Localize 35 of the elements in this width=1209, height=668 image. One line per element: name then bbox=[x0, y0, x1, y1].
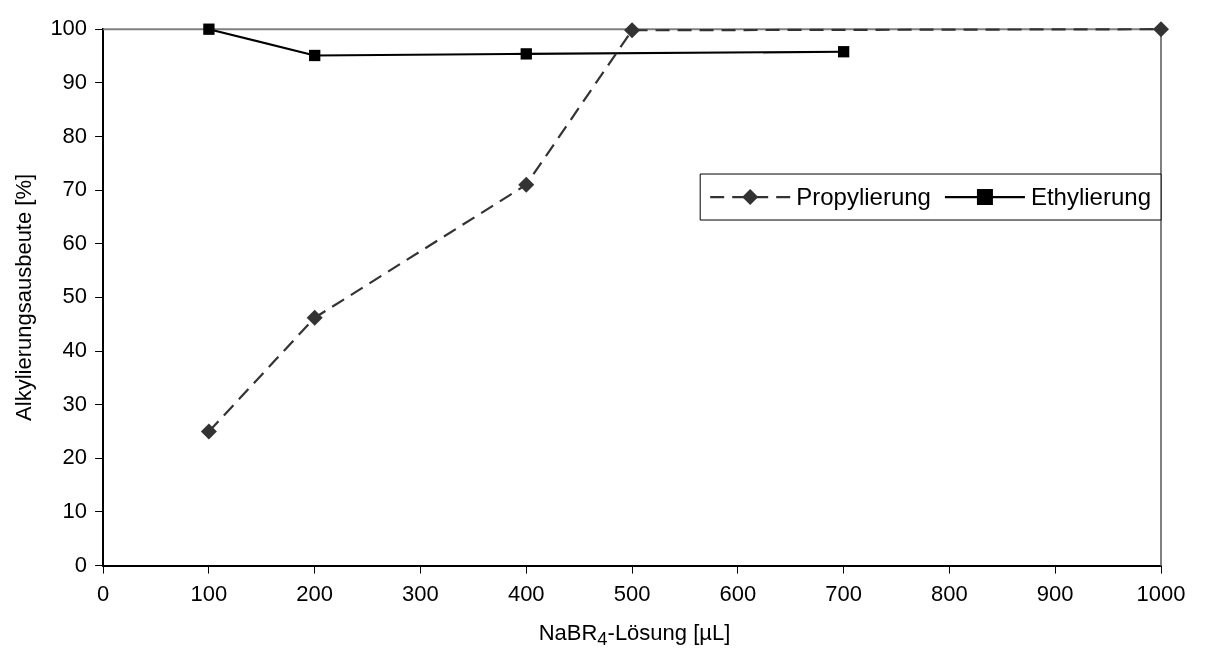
x-tick-label: 100 bbox=[190, 580, 228, 606]
y-axis-title: Alkylierungsausbeute [%] bbox=[11, 173, 37, 421]
x-tick-label: 900 bbox=[1036, 580, 1074, 606]
x-tick-label: 0 bbox=[96, 580, 110, 606]
point bbox=[518, 176, 535, 193]
y-tick-label: 60 bbox=[62, 229, 88, 255]
y-tick-label: 90 bbox=[62, 68, 88, 94]
point bbox=[306, 309, 323, 326]
point bbox=[309, 49, 321, 62]
y-tick-label: 50 bbox=[62, 283, 88, 309]
x-tick-label: 700 bbox=[825, 580, 862, 606]
legend-label: Propylierung bbox=[796, 182, 931, 210]
x-tick-label: 600 bbox=[719, 580, 757, 606]
x-tick-label: 300 bbox=[402, 580, 439, 606]
x-tick-label: 400 bbox=[507, 580, 545, 606]
y-tick-label: 10 bbox=[62, 498, 88, 524]
y-tick-label: 100 bbox=[50, 15, 88, 41]
y-tick-label: 80 bbox=[62, 122, 88, 148]
y-tick-label: 0 bbox=[74, 551, 88, 577]
x-axis-title: NaBR$_{4}$-Lösung [µL] bbox=[537, 620, 732, 651]
point bbox=[624, 22, 641, 39]
point bbox=[520, 48, 532, 60]
y-tick-label: 70 bbox=[62, 176, 88, 202]
point bbox=[200, 423, 217, 440]
y-tick-label: 20 bbox=[62, 444, 88, 470]
point bbox=[203, 23, 215, 35]
y-tick-label: 30 bbox=[62, 390, 88, 416]
x-tick-label: 1000 bbox=[1136, 580, 1186, 606]
point bbox=[1153, 21, 1169, 38]
x-tick-label: 800 bbox=[931, 580, 968, 606]
x-tick-label: 200 bbox=[296, 580, 334, 606]
legend-label: Ethylierung bbox=[1030, 182, 1152, 210]
point bbox=[837, 46, 850, 58]
y-tick-label: 40 bbox=[62, 337, 88, 363]
x-tick-label: 500 bbox=[613, 580, 651, 606]
